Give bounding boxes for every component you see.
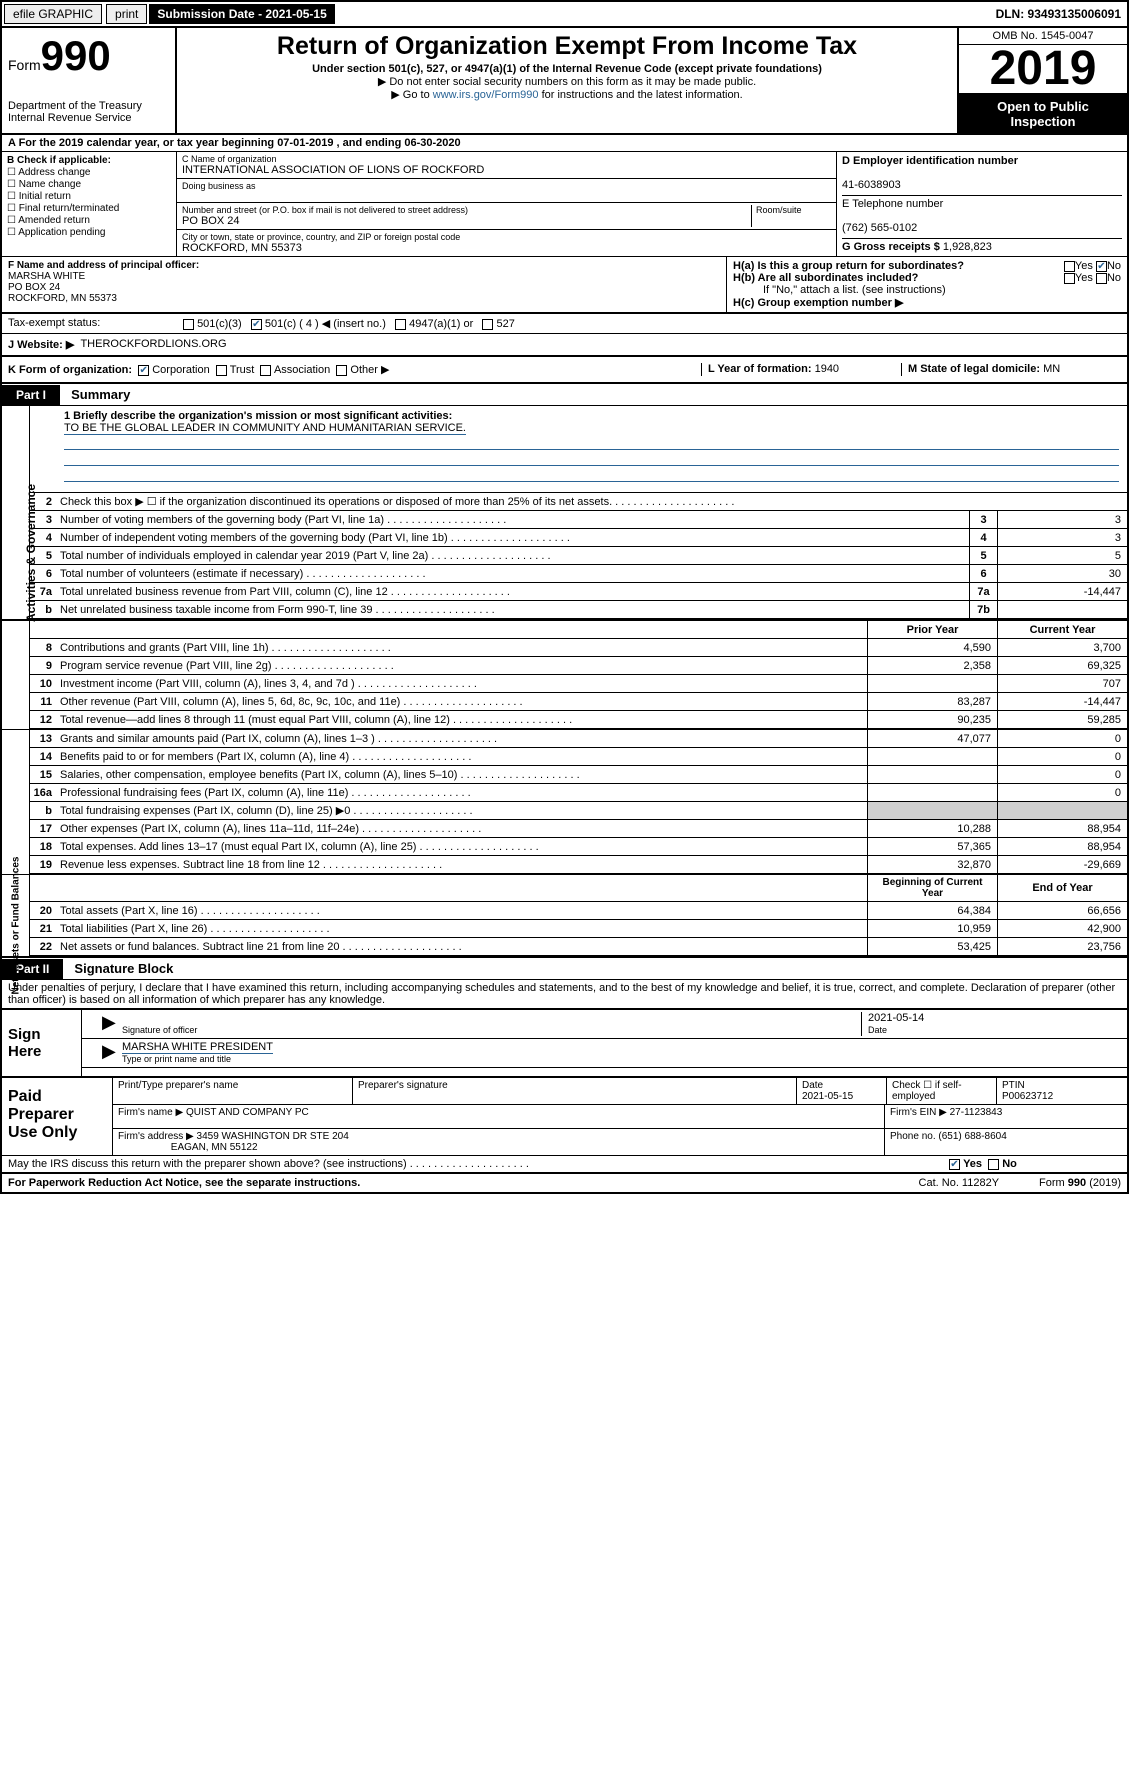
ein-value: 41-6038903 [842, 179, 901, 191]
hdr-prior-year: Prior Year [867, 621, 997, 638]
vlabel-net: Net Assets or Fund Balances [11, 856, 22, 994]
org-name: INTERNATIONAL ASSOCIATION OF LIONS OF RO… [182, 164, 484, 176]
summary-line-13: 13Grants and similar amounts paid (Part … [30, 730, 1127, 748]
cat-no: Cat. No. 11282Y [919, 1177, 1000, 1189]
firm-addr: 3459 WASHINGTON DR STE 204 [197, 1131, 349, 1142]
summary-line-16a: 16aProfessional fundraising fees (Part I… [30, 784, 1127, 802]
line-k: K Form of organization: Corporation Trus… [8, 363, 701, 376]
line-m: M State of legal domicile: MN [901, 363, 1121, 376]
chk-amended[interactable]: ☐ Amended return [7, 215, 171, 226]
summary-line-9: 9Program service revenue (Part VIII, lin… [30, 657, 1127, 675]
summary-line-11: 11Other revenue (Part VIII, column (A), … [30, 693, 1127, 711]
pra-notice: For Paperwork Reduction Act Notice, see … [8, 1177, 360, 1189]
line-l: L Year of formation: 1940 [701, 363, 901, 376]
summary-line-b: bTotal fundraising expenses (Part IX, co… [30, 802, 1127, 820]
firm-ein: 27-1123843 [950, 1107, 1003, 1118]
line-a: A For the 2019 calendar year, or tax yea… [2, 135, 1127, 152]
vlabel-gov: Activities & Governance [24, 484, 38, 622]
chk-initial-return[interactable]: ☐ Initial return [7, 191, 171, 202]
print-button[interactable]: print [106, 4, 147, 24]
tax-year: 2019 [959, 45, 1127, 95]
telephone: (762) 565-0102 [842, 222, 917, 234]
tax-status-opts: 501(c)(3) 501(c) ( 4 ) ◀ (insert no.) 49… [183, 317, 515, 330]
summary-line-8: 8Contributions and grants (Part VIII, li… [30, 639, 1127, 657]
hdr-begin-year: Beginning of Current Year [867, 875, 997, 901]
form-footer: Form 990 (2019) [1039, 1177, 1121, 1189]
chk-final-return[interactable]: ☐ Final return/terminated [7, 203, 171, 214]
form-title: Return of Organization Exempt From Incom… [185, 32, 949, 61]
note-goto: Go to www.irs.gov/Form990 for instructio… [185, 88, 949, 101]
line-i-label: Tax-exempt status: [8, 317, 183, 330]
perjury-text: Under penalties of perjury, I declare th… [2, 980, 1127, 1008]
sign-here-label: Sign Here [2, 1010, 82, 1076]
hdr-current-year: Current Year [997, 621, 1127, 638]
chk-address-change[interactable]: ☐ Address change [7, 167, 171, 178]
summary-line-17: 17Other expenses (Part IX, column (A), l… [30, 820, 1127, 838]
efile-label: efile GRAPHIC [4, 4, 102, 24]
summary-line-19: 19Revenue less expenses. Subtract line 1… [30, 856, 1127, 874]
open-inspection: Open to Public Inspection [959, 95, 1127, 133]
ptin: P00623712 [1002, 1091, 1053, 1102]
discuss-question: May the IRS discuss this return with the… [2, 1156, 947, 1172]
website-value: THEROCKFORDLIONS.ORG [80, 338, 226, 351]
firm-phone: (651) 688-8604 [938, 1131, 1006, 1142]
summary-line-15: 15Salaries, other compensation, employee… [30, 766, 1127, 784]
form-subtitle: Under section 501(c), 527, or 4947(a)(1)… [185, 63, 949, 75]
box-f: F Name and address of principal officer:… [2, 257, 727, 312]
summary-line-2: 2Check this box ▶ ☐ if the organization … [30, 493, 1127, 511]
summary-line-4: 4Number of independent voting members of… [30, 529, 1127, 547]
mission-text: TO BE THE GLOBAL LEADER IN COMMUNITY AND… [64, 422, 466, 435]
paid-preparer-label: Paid Preparer Use Only [2, 1078, 112, 1155]
summary-line-12: 12Total revenue—add lines 8 through 11 (… [30, 711, 1127, 729]
summary-line-b: bNet unrelated business taxable income f… [30, 601, 1127, 619]
box-d: D Employer identification number 41-6038… [837, 152, 1127, 256]
summary-line-21: 21Total liabilities (Part X, line 26)10,… [30, 920, 1127, 938]
part1-title: Summary [63, 384, 138, 405]
mission-block: 1 Briefly describe the organization's mi… [30, 406, 1127, 493]
dept-label: Department of the Treasury Internal Reve… [8, 100, 169, 124]
note-ssn: Do not enter social security numbers on … [185, 75, 949, 88]
summary-line-20: 20Total assets (Part X, line 16)64,38466… [30, 902, 1127, 920]
chk-name-change[interactable]: ☐ Name change [7, 179, 171, 190]
summary-line-18: 18Total expenses. Add lines 13–17 (must … [30, 838, 1127, 856]
summary-line-5: 5Total number of individuals employed in… [30, 547, 1127, 565]
gross-receipts: 1,928,823 [943, 241, 992, 253]
summary-line-7a: 7aTotal unrelated business revenue from … [30, 583, 1127, 601]
part1-header: Part I [2, 385, 60, 405]
submission-date: Submission Date - 2021-05-15 [149, 4, 334, 24]
line-j-label: J Website: ▶ [8, 338, 74, 351]
org-city: ROCKFORD, MN 55373 [182, 242, 302, 254]
top-toolbar: efile GRAPHIC print Submission Date - 20… [2, 2, 1127, 28]
officer-name: MARSHA WHITE PRESIDENT [122, 1041, 273, 1054]
irs-link[interactable]: www.irs.gov/Form990 [433, 89, 539, 101]
summary-line-6: 6Total number of volunteers (estimate if… [30, 565, 1127, 583]
summary-line-22: 22Net assets or fund balances. Subtract … [30, 938, 1127, 956]
firm-name: QUIST AND COMPANY PC [186, 1107, 309, 1118]
hdr-end-year: End of Year [997, 875, 1127, 901]
summary-line-14: 14Benefits paid to or for members (Part … [30, 748, 1127, 766]
summary-line-10: 10Investment income (Part VIII, column (… [30, 675, 1127, 693]
part2-title: Signature Block [66, 958, 181, 979]
form-number: Form990 [8, 32, 169, 80]
box-h: H(a) Is this a group return for subordin… [727, 257, 1127, 312]
chk-app-pending[interactable]: ☐ Application pending [7, 227, 171, 238]
org-address: PO BOX 24 [182, 215, 239, 227]
box-b: B Check if applicable: ☐ Address change … [2, 152, 177, 256]
dln-label: DLN: 93493135006091 [990, 4, 1127, 24]
summary-line-3: 3Number of voting members of the governi… [30, 511, 1127, 529]
box-c: C Name of organizationINTERNATIONAL ASSO… [177, 152, 837, 256]
